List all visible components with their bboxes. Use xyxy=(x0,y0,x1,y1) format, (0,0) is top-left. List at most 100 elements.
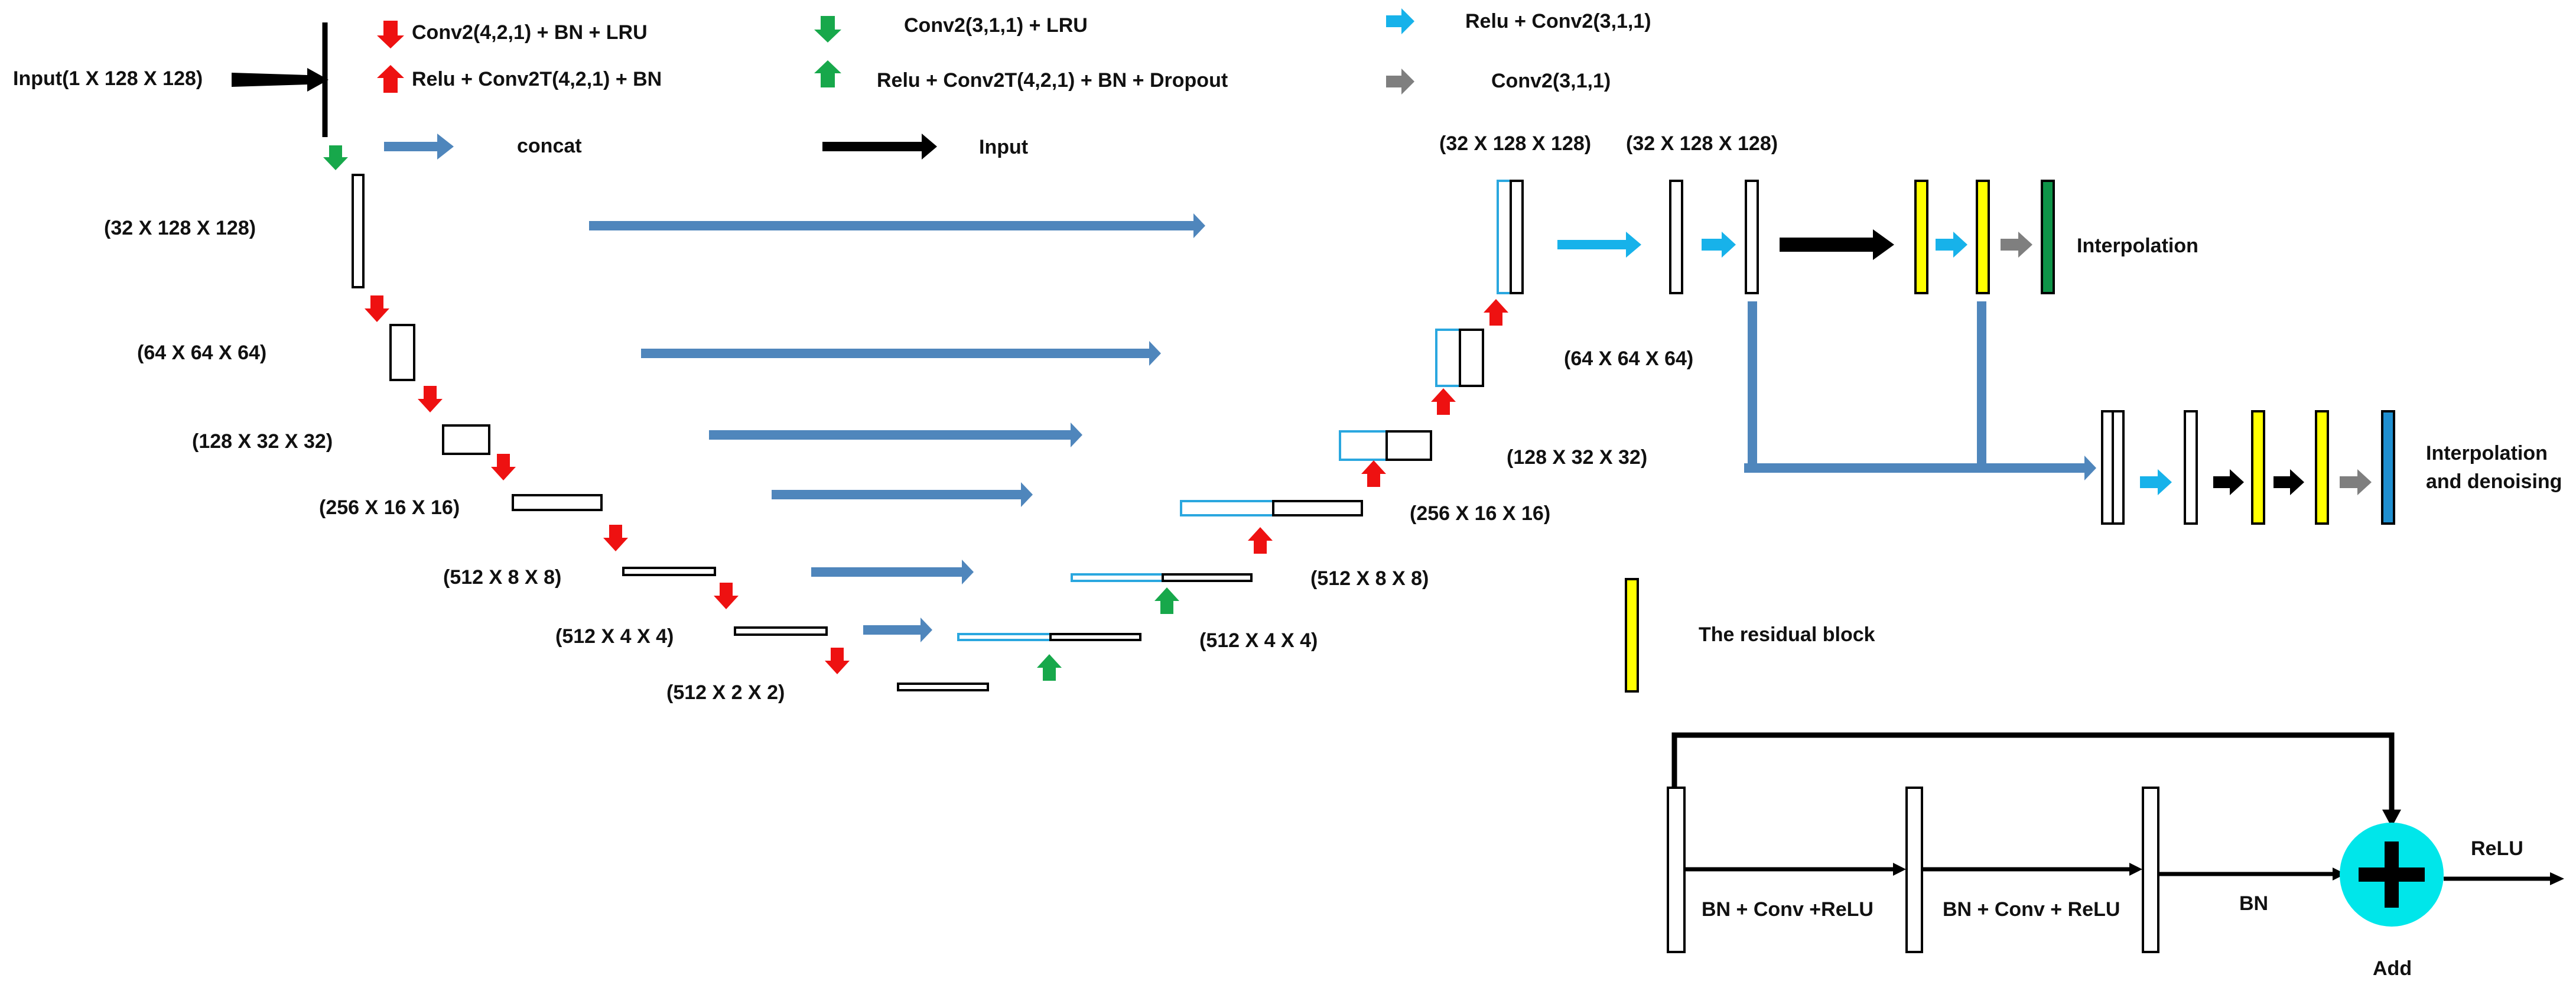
legend-down-green-arrow-icon xyxy=(814,16,841,43)
interp-residual-block-1 xyxy=(1914,180,1928,294)
legend-up-red-arrow-icon xyxy=(377,65,404,93)
denoise-output-block xyxy=(2381,410,2395,525)
residual-op-2-label: BN + Conv + ReLU xyxy=(1943,898,2120,921)
decoder-2-concat-part xyxy=(1071,573,1164,582)
denoise-block xyxy=(2184,410,2198,525)
encoder-block-1 xyxy=(352,174,365,288)
decoder-2-up-part xyxy=(1162,573,1253,582)
encoder-block-6 xyxy=(734,626,828,636)
decoder xyxy=(957,180,1524,641)
denoising-output-label-line-1: Interpolation xyxy=(2426,442,2548,464)
up-arrow-5-icon xyxy=(1431,388,1456,415)
encoder-block-2 xyxy=(389,324,415,381)
interp-relu-conv-arrow-icon xyxy=(1936,232,1967,258)
residual-op-2-arrowhead xyxy=(2129,863,2142,876)
encoder xyxy=(352,174,989,691)
decoder-up-arrows xyxy=(1037,299,1508,681)
decoder-label-3: (256 X 16 X 16) xyxy=(1410,502,1550,525)
residual-layer-3 xyxy=(2142,787,2159,953)
down-arrow-4-icon xyxy=(603,525,628,551)
residual-layer-2 xyxy=(1905,787,1923,953)
skip-arrow-1 xyxy=(589,213,1205,238)
encoder-labels: (32 X 128 X 128) (64 X 64 X 64) (128 X 3… xyxy=(104,217,785,704)
decoder-label-6: (32 X 128 X 128) xyxy=(1439,132,1591,155)
denoise-residual-block-1 xyxy=(2251,410,2265,525)
decoder-label-2: (512 X 8 X 8) xyxy=(1310,567,1429,590)
up-arrow-6-icon xyxy=(1484,299,1508,326)
residual-op-3-label: BN xyxy=(2239,892,2268,915)
second-head-connector xyxy=(1744,301,2096,480)
skip-arrow-2 xyxy=(641,341,1161,366)
relu-label: ReLU xyxy=(2471,837,2523,860)
legend-right-gray-arrow-icon xyxy=(1386,69,1414,95)
decoder-3-concat-part xyxy=(1180,500,1274,516)
interp-conv-arrow-icon xyxy=(2001,232,2032,258)
add-plus-vertical xyxy=(2385,841,2399,908)
encoder-down-arrows xyxy=(365,295,850,674)
decoder-label-5: (64 X 64 X 64) xyxy=(1564,347,1693,370)
skip-arrow-6 xyxy=(863,618,932,642)
down-arrow-6-icon xyxy=(825,648,850,674)
interp-residual-block-2 xyxy=(1976,180,1990,294)
up-arrow-2-icon xyxy=(1154,587,1179,614)
denoise-input-arrow-icon xyxy=(2213,469,2244,495)
denoise-residual-block-2 xyxy=(2315,410,2329,525)
skip-connections xyxy=(589,213,1205,642)
input-arrow-icon xyxy=(232,68,328,92)
legend-input-arrow-icon xyxy=(822,134,937,160)
decoder-4-concat-part xyxy=(1339,430,1388,461)
encoder-label-5: (512 X 8 X 8) xyxy=(443,566,561,589)
encoder-block-5 xyxy=(622,567,716,576)
legend-up-green-label: Relu + Conv2T(4,2,1) + BN + Dropout xyxy=(877,69,1228,92)
encoder-label-3: (128 X 32 X 32) xyxy=(192,430,333,453)
denoising-output-label-line-2: and denoising xyxy=(2426,470,2562,493)
denoise-relu-conv-arrow-icon xyxy=(2140,469,2172,495)
legend-right-gray-label: Conv2(3,1,1) xyxy=(1491,70,1611,92)
down-arrow-1-icon xyxy=(365,295,389,322)
encoder-label-6: (512 X 4 X 4) xyxy=(555,625,674,648)
interpolation-output-label: Interpolation xyxy=(2077,235,2198,257)
add-label: Add xyxy=(2373,957,2412,980)
decoder-5-up-part xyxy=(1459,329,1484,387)
skip-arrow-4 xyxy=(772,482,1033,507)
head-input-arrow-icon xyxy=(1780,229,1894,260)
legend-concat-label: concat xyxy=(517,135,582,157)
legend-input-label: Input xyxy=(979,136,1028,158)
encoder-block-4 xyxy=(512,494,603,511)
decoder-6-concat-part xyxy=(1497,180,1512,294)
residual-layer-1 xyxy=(1667,787,1686,953)
up-arrow-3-icon xyxy=(1248,527,1273,554)
legend: Conv2(4,2,1) + BN + LRU Relu + Conv2T(4,… xyxy=(377,8,1651,160)
decoder-5-concat-part xyxy=(1435,329,1461,387)
head-relu-conv-arrow-2-icon xyxy=(1702,232,1736,258)
residual-skip-line xyxy=(1671,732,2395,811)
decoder-3-up-part xyxy=(1272,500,1363,516)
decoder-labels: (512 X 4 X 4) (512 X 8 X 8) (256 X 16 X … xyxy=(1199,132,1693,652)
decoder-4-up-part xyxy=(1385,430,1432,461)
decoder-label-4: (128 X 32 X 32) xyxy=(1507,446,1647,469)
up-arrow-4-icon xyxy=(1361,460,1386,487)
encoder-block-7 xyxy=(897,683,989,691)
denoise-concat-block-2 xyxy=(2112,410,2125,525)
legend-up-green-arrow-icon xyxy=(814,60,841,87)
residual-legend-swatch xyxy=(1625,578,1639,693)
legend-right-blue-label: Relu + Conv2(3,1,1) xyxy=(1465,10,1651,33)
head-relu-conv-arrow-icon xyxy=(1557,232,1641,258)
legend-concat-arrow-icon xyxy=(384,134,454,160)
skip-arrow-3 xyxy=(709,423,1082,447)
head-block-1 xyxy=(1669,180,1683,294)
head-block-2 xyxy=(1745,180,1759,294)
output-heads: (32 X 128 X 128) Interpolation Interpola… xyxy=(1557,132,2562,525)
input-down-green-arrow-icon xyxy=(323,145,348,170)
decoder-1-concat-part xyxy=(957,633,1052,641)
interp-output-block xyxy=(2041,180,2055,294)
legend-down-red-arrow-icon xyxy=(377,21,404,48)
up-arrow-1-icon xyxy=(1037,654,1062,681)
legend-down-green-label: Conv2(3,1,1) + LRU xyxy=(904,14,1088,37)
residual-op-1-arrowhead xyxy=(1893,863,1906,876)
head-label: (32 X 128 X 128) xyxy=(1626,132,1778,155)
encoder-block-3 xyxy=(442,424,490,455)
down-arrow-2-icon xyxy=(418,386,443,412)
